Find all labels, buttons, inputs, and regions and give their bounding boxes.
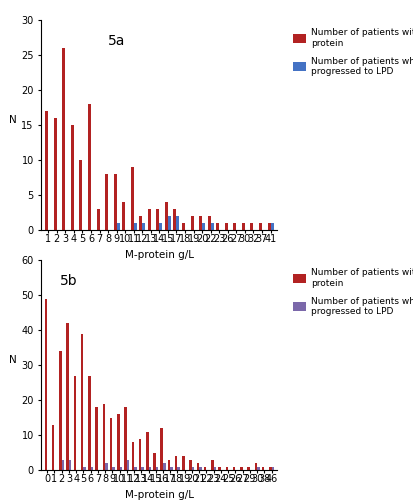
Bar — [138, 438, 141, 470]
Bar — [122, 202, 125, 230]
Bar — [170, 466, 172, 470]
Bar — [176, 216, 179, 230]
Bar — [134, 466, 136, 470]
Bar — [164, 202, 168, 230]
Bar — [224, 223, 227, 230]
Bar — [259, 223, 261, 230]
Bar — [131, 167, 133, 230]
Bar — [105, 174, 108, 230]
Bar — [163, 463, 165, 470]
Bar — [182, 223, 185, 230]
Bar — [233, 223, 236, 230]
Bar — [213, 466, 216, 470]
Legend: Number of patients with M-
protein, Number of patients who
progressed to LPD: Number of patients with M- protein, Numb… — [288, 264, 413, 320]
Bar — [131, 442, 134, 470]
Bar — [247, 466, 249, 470]
Bar — [173, 209, 176, 230]
Bar — [254, 463, 256, 470]
Bar — [175, 456, 177, 470]
Bar — [117, 414, 119, 470]
Bar — [96, 209, 99, 230]
Bar — [167, 460, 170, 470]
Bar — [124, 407, 126, 470]
Y-axis label: N: N — [9, 115, 17, 125]
Bar — [268, 466, 271, 470]
Bar — [153, 452, 155, 470]
Bar — [109, 418, 112, 470]
Bar — [204, 466, 206, 470]
Legend: Number of patients with M-
protein, Number of patients who
progressed to LPD: Number of patients with M- protein, Numb… — [288, 24, 413, 80]
Bar — [52, 424, 54, 470]
Bar — [139, 216, 142, 230]
Bar — [133, 223, 136, 230]
Bar — [71, 125, 74, 230]
Bar — [270, 223, 273, 230]
Y-axis label: N: N — [9, 355, 17, 365]
Bar — [202, 223, 204, 230]
Bar — [168, 216, 171, 230]
Bar — [210, 223, 213, 230]
Bar — [225, 466, 228, 470]
Bar — [114, 174, 116, 230]
Bar — [95, 407, 97, 470]
Bar — [142, 223, 145, 230]
Bar — [88, 376, 90, 470]
Bar — [189, 460, 192, 470]
Bar — [74, 376, 76, 470]
Bar — [148, 466, 151, 470]
Bar — [66, 323, 69, 470]
Bar — [216, 223, 219, 230]
Bar — [112, 466, 114, 470]
Bar — [267, 223, 270, 230]
Bar — [54, 118, 57, 230]
Bar — [69, 460, 71, 470]
Bar — [141, 466, 143, 470]
Bar — [250, 223, 253, 230]
Bar — [156, 209, 159, 230]
Bar — [88, 104, 91, 230]
Bar — [105, 463, 107, 470]
Text: 5b: 5b — [60, 274, 78, 288]
Bar — [45, 298, 47, 470]
Bar — [261, 466, 264, 470]
Bar — [192, 466, 194, 470]
Bar — [256, 466, 259, 470]
Bar — [90, 466, 93, 470]
Bar — [45, 111, 48, 230]
Bar — [62, 48, 65, 230]
Bar — [199, 216, 202, 230]
Text: 5a: 5a — [107, 34, 125, 48]
Bar — [190, 216, 193, 230]
Bar — [81, 334, 83, 470]
Bar — [83, 466, 86, 470]
Bar — [196, 463, 199, 470]
Bar — [62, 460, 64, 470]
Bar — [79, 160, 82, 230]
Bar — [218, 466, 221, 470]
Bar — [155, 466, 158, 470]
Bar — [160, 428, 163, 470]
Bar — [232, 466, 235, 470]
Bar — [159, 223, 162, 230]
Bar — [182, 456, 184, 470]
Bar — [59, 351, 62, 470]
Bar — [147, 209, 150, 230]
X-axis label: M-protein g/L: M-protein g/L — [125, 250, 193, 260]
Bar — [199, 466, 201, 470]
Bar — [211, 460, 213, 470]
Bar — [177, 466, 180, 470]
Bar — [207, 216, 210, 230]
Bar — [271, 466, 273, 470]
Bar — [241, 223, 244, 230]
Bar — [126, 460, 129, 470]
Bar — [240, 466, 242, 470]
Bar — [146, 432, 148, 470]
Bar — [116, 223, 119, 230]
Bar — [119, 466, 122, 470]
X-axis label: M-protein g/L: M-protein g/L — [125, 490, 193, 500]
Bar — [102, 404, 105, 470]
